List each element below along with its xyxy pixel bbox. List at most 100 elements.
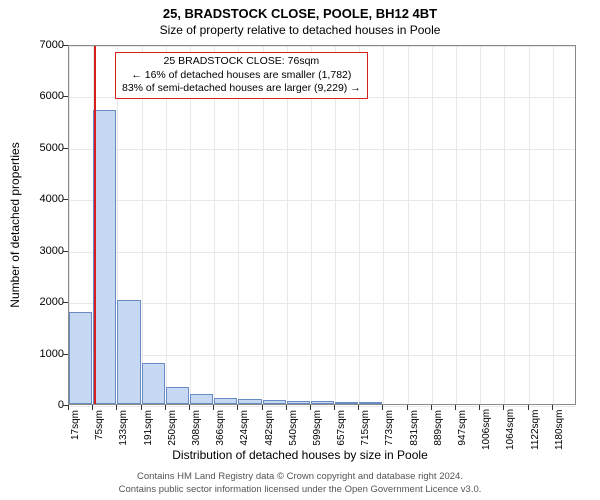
histogram-bar: [359, 402, 382, 404]
histogram-bar: [311, 401, 334, 404]
gridline-v: [359, 46, 360, 404]
marker-line: [94, 46, 96, 404]
histogram-bar: [214, 398, 237, 404]
gridline-v: [432, 46, 433, 404]
x-tick-label: 1122sqm: [530, 410, 541, 450]
y-tick: [63, 199, 68, 200]
gridline-v: [408, 46, 409, 404]
histogram-bar: [263, 400, 286, 404]
histogram-bar: [238, 399, 261, 404]
y-tick: [63, 96, 68, 97]
histogram-bar: [93, 110, 116, 404]
gridline-v: [553, 46, 554, 404]
x-tick-label: 657sqm: [336, 410, 347, 450]
y-axis-label: Number of detached properties: [8, 142, 22, 307]
footer: Contains HM Land Registry data © Crown c…: [0, 471, 600, 496]
gridline-h: [69, 252, 575, 253]
x-tick-label: 1180sqm: [554, 410, 565, 450]
x-tick-label: 308sqm: [191, 410, 202, 450]
x-tick: [262, 405, 263, 410]
x-tick-label: 17sqm: [70, 410, 81, 450]
gridline-h: [69, 303, 575, 304]
x-tick: [68, 405, 69, 410]
annotation-line2: ← 16% of detached houses are smaller (1,…: [122, 69, 361, 83]
footer-line2: Contains public sector information licen…: [0, 484, 600, 496]
x-tick-label: 250sqm: [167, 410, 178, 450]
gridline-h: [69, 46, 575, 47]
x-tick: [431, 405, 432, 410]
histogram-bar: [287, 401, 310, 404]
y-tick-label: 7000: [40, 39, 64, 51]
y-tick-label: 2000: [40, 296, 64, 308]
gridline-v: [214, 46, 215, 404]
footer-line1: Contains HM Land Registry data © Crown c…: [0, 471, 600, 483]
x-tick-label: 599sqm: [312, 410, 323, 450]
y-tick: [63, 302, 68, 303]
x-tick-label: 773sqm: [384, 410, 395, 450]
y-tick: [63, 354, 68, 355]
x-tick: [213, 405, 214, 410]
y-tick: [63, 251, 68, 252]
x-tick-label: 366sqm: [215, 410, 226, 450]
x-tick: [286, 405, 287, 410]
x-tick-label: 889sqm: [433, 410, 444, 450]
x-tick: [552, 405, 553, 410]
x-tick-label: 75sqm: [94, 410, 105, 450]
annotation-line3: 83% of semi-detached houses are larger (…: [122, 82, 361, 96]
x-tick-label: 715sqm: [360, 410, 371, 450]
y-tick: [63, 45, 68, 46]
y-tick-label: 5000: [40, 142, 64, 154]
x-tick-label: 1064sqm: [505, 410, 516, 450]
x-tick: [334, 405, 335, 410]
x-tick-label: 482sqm: [264, 410, 275, 450]
x-tick: [528, 405, 529, 410]
x-tick: [310, 405, 311, 410]
annotation-line1: 25 BRADSTOCK CLOSE: 76sqm: [122, 55, 361, 69]
x-axis-label: Distribution of detached houses by size …: [0, 448, 600, 462]
y-tick-label: 6000: [40, 90, 64, 102]
gridline-h: [69, 355, 575, 356]
gridline-v: [190, 46, 191, 404]
histogram-bar: [166, 387, 189, 404]
histogram-bar: [117, 300, 140, 404]
histogram-bar: [69, 312, 92, 404]
gridline-v: [263, 46, 264, 404]
gridline-v: [238, 46, 239, 404]
y-tick-label: 3000: [40, 245, 64, 257]
histogram-bar: [190, 394, 213, 404]
x-tick: [165, 405, 166, 410]
gridline-h: [69, 149, 575, 150]
gridline-v: [529, 46, 530, 404]
gridline-v: [480, 46, 481, 404]
plot-area: 25 BRADSTOCK CLOSE: 76sqm ← 16% of detac…: [68, 45, 576, 405]
x-tick: [407, 405, 408, 410]
gridline-h: [69, 200, 575, 201]
gridline-h: [69, 406, 575, 407]
x-tick: [189, 405, 190, 410]
x-tick: [141, 405, 142, 410]
gridline-v: [166, 46, 167, 404]
x-tick-label: 424sqm: [239, 410, 250, 450]
x-tick-label: 831sqm: [409, 410, 420, 450]
gridline-v: [335, 46, 336, 404]
y-tick: [63, 148, 68, 149]
annotation-box: 25 BRADSTOCK CLOSE: 76sqm ← 16% of detac…: [115, 52, 368, 99]
x-tick-label: 191sqm: [143, 410, 154, 450]
x-tick-label: 133sqm: [118, 410, 129, 450]
x-tick-label: 1006sqm: [481, 410, 492, 450]
gridline-v: [287, 46, 288, 404]
chart-title: 25, BRADSTOCK CLOSE, POOLE, BH12 4BT: [0, 0, 600, 21]
gridline-v: [456, 46, 457, 404]
histogram-bar: [335, 402, 358, 404]
x-tick: [455, 405, 456, 410]
x-tick-label: 947sqm: [457, 410, 468, 450]
gridline-v: [311, 46, 312, 404]
histogram-bar: [142, 363, 165, 404]
y-tick-label: 4000: [40, 193, 64, 205]
gridline-v: [142, 46, 143, 404]
gridline-v: [383, 46, 384, 404]
x-tick-label: 540sqm: [288, 410, 299, 450]
y-tick-label: 1000: [40, 348, 64, 360]
gridline-v: [504, 46, 505, 404]
chart-subtitle: Size of property relative to detached ho…: [0, 21, 600, 37]
